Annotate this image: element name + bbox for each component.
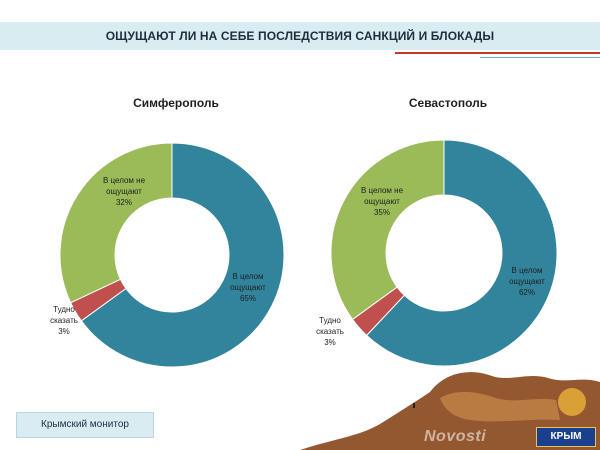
- slice-label-0-0: В целом ощущают 65%: [230, 272, 266, 303]
- footer-label: Крымский монитор: [41, 419, 129, 430]
- chart-title-simferopol: Симферополь: [133, 96, 219, 110]
- slice-label-0-1: Тудно сказать 3%: [50, 305, 78, 336]
- page-title: ОЩУЩАЮТ ЛИ НА СЕБЕ ПОСЛЕДСТВИЯ САНКЦИЙ И…: [105, 29, 495, 43]
- header-rule-blue: [480, 57, 600, 58]
- slice-label-1-2: В целом не ощущают 35%: [361, 186, 404, 217]
- logo-text: КРЫМ: [550, 431, 582, 442]
- footer-box: Крымский монитор: [16, 412, 154, 438]
- watermark-text: Novosti: [424, 428, 487, 445]
- donut-slice-1-0: [365, 139, 558, 367]
- chart-title-sevastopol: Севастополь: [408, 96, 488, 110]
- slice-label-1-1: Тудно сказать 3%: [316, 316, 344, 347]
- slice-label-0-2: В целом не ощущают 32%: [103, 176, 146, 207]
- marker-dot: [413, 403, 415, 408]
- crimea-logo: КРЫМ: [536, 427, 596, 447]
- slice-label-1-0: В целом ощущают 62%: [509, 266, 545, 297]
- donut-slice-0-2: [59, 142, 173, 304]
- header-rule-red: [395, 52, 600, 54]
- donut-slice-0-0: [80, 142, 285, 368]
- donut-slice-1-2: [330, 139, 445, 321]
- title-bar: ОЩУЩАЮТ ЛИ НА СЕБЕ ПОСЛЕДСТВИЯ САНКЦИЙ И…: [0, 22, 600, 50]
